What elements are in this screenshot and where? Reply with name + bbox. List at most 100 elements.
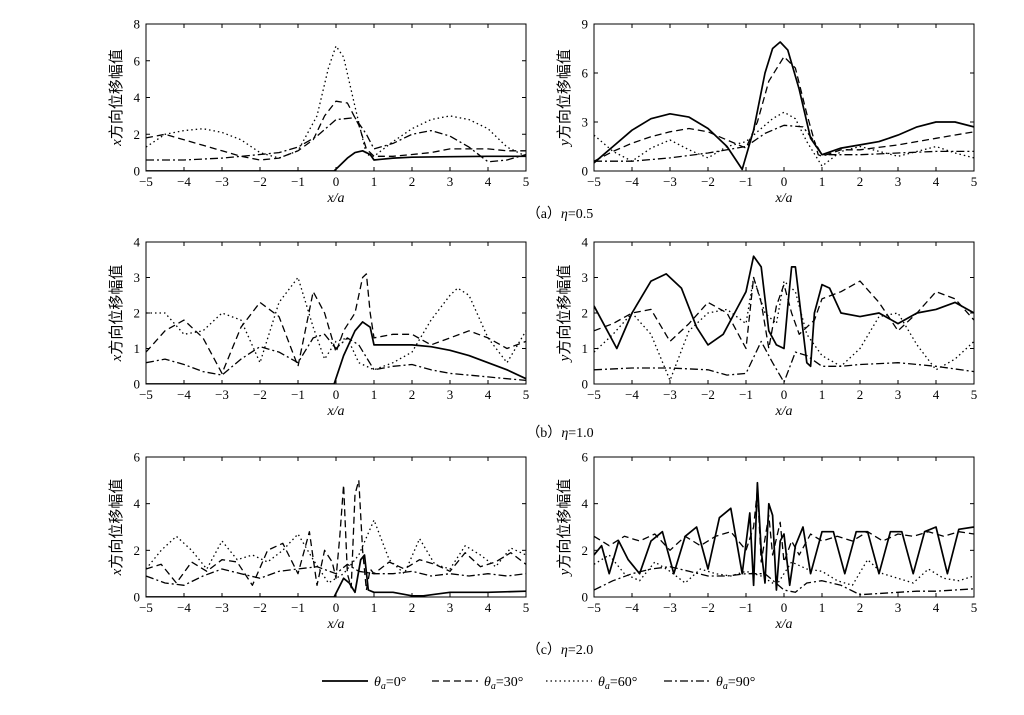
y-tick-label: 2: [134, 543, 141, 558]
series-line-dashed: [594, 56, 974, 162]
x-tick-label: 3: [895, 387, 902, 402]
y-tick-label: 4: [582, 496, 589, 511]
x-axis-label: x/a: [326, 404, 344, 419]
chart-panel-a-left: −5 −4 −3 −2 −1 0 1 2 3 4 5 0 2 4 6 8 x/a x方向位移幅值: [108, 17, 529, 207]
x-tick-label: 4: [933, 387, 940, 402]
y-tick-label: 9: [582, 17, 589, 32]
x-tick-label: −5: [587, 387, 601, 402]
plot-frame: [145, 241, 527, 385]
series-line-dashed: [594, 276, 974, 350]
x-tick-label: −3: [663, 174, 677, 189]
x-axis-label: x/a: [326, 191, 344, 206]
x-tick-label: 4: [933, 600, 940, 615]
y-tick-label: 3: [582, 115, 589, 130]
legend-label: θa=60°: [598, 675, 637, 692]
x-axis-label: x/a: [326, 617, 344, 632]
x-tick-label: 5: [971, 174, 978, 189]
x-tick-label: 3: [895, 600, 902, 615]
series-line-dotted: [146, 276, 526, 371]
series-line-solid: [146, 149, 526, 171]
x-tick-label: −3: [215, 600, 229, 615]
panel-caption: （c）η=2.0: [527, 642, 594, 658]
x-tick-label: −4: [177, 174, 191, 189]
x-tick-label: 2: [857, 600, 864, 615]
y-tick-label: 4: [134, 90, 141, 105]
x-tick-label: −1: [739, 387, 753, 402]
x-tick-label: −2: [253, 174, 267, 189]
chart-panel-b-right: −5 −4 −3 −2 −1 0 1 2 3 4 5 0 1 2 3 4 x/a y方向位移幅值: [556, 235, 977, 420]
x-tick-label: 1: [819, 174, 826, 189]
series-line-dashdot: [594, 124, 974, 162]
y-tick-label: 0: [582, 164, 589, 179]
legend: θa=0° θa=30° θa=60° θa=90°: [322, 675, 755, 692]
y-tick-label: 2: [582, 306, 589, 321]
y-tick-label: 2: [582, 543, 589, 558]
panel-caption: （a）η=0.5: [527, 206, 594, 222]
x-tick-label: −2: [701, 387, 715, 402]
y-axis-label: x方向位移幅值: [108, 479, 125, 577]
x-tick-label: −5: [587, 174, 601, 189]
x-tick-label: 2: [409, 174, 416, 189]
x-tick-label: −3: [215, 174, 229, 189]
y-tick-label: 0: [134, 377, 141, 392]
y-tick-label: 4: [134, 496, 141, 511]
x-tick-label: −2: [253, 600, 267, 615]
x-axis-label: x/a: [774, 617, 792, 632]
chart-panel-c-left: −5 −4 −3 −2 −1 0 1 2 3 4 5 0 2 4 6 x/a x方向位移幅值: [108, 450, 529, 633]
series-line-dotted: [594, 111, 974, 167]
x-tick-label: 0: [781, 387, 788, 402]
y-axis-label: y方向位移幅值: [556, 479, 573, 578]
x-tick-label: −5: [587, 600, 601, 615]
chart-panel-b-left: −5 −4 −3 −2 −1 0 1 2 3 4 5 0 1 2 3 4 x/a x方向位移幅值: [108, 235, 529, 420]
series-line-dashed: [146, 273, 526, 375]
x-tick-label: −2: [701, 600, 715, 615]
x-tick-label: 2: [857, 174, 864, 189]
y-tick-label: 6: [134, 53, 141, 68]
x-tick-label: 3: [447, 600, 454, 615]
panel-caption: （b）η=1.0: [526, 425, 593, 441]
series-line-dashdot: [594, 566, 974, 596]
x-tick-label: 3: [447, 387, 454, 402]
x-tick-label: 1: [819, 387, 826, 402]
series-line-solid: [594, 41, 974, 171]
y-tick-label: 0: [134, 590, 141, 605]
x-tick-label: 2: [857, 387, 864, 402]
x-tick-label: 5: [971, 387, 978, 402]
x-tick-label: 2: [409, 600, 416, 615]
x-tick-label: 5: [523, 174, 530, 189]
x-tick-label: 0: [333, 387, 340, 402]
x-tick-label: 0: [333, 600, 340, 615]
x-tick-label: 4: [485, 600, 492, 615]
x-tick-label: −4: [625, 387, 639, 402]
x-tick-label: −3: [215, 387, 229, 402]
y-tick-label: 8: [134, 17, 141, 32]
y-axis-label: x方向位移幅值: [108, 49, 125, 147]
series-line-dashed: [594, 489, 974, 563]
x-tick-label: −4: [625, 174, 639, 189]
y-tick-label: 4: [582, 235, 589, 250]
series-line-dotted: [594, 554, 974, 586]
y-tick-label: 6: [134, 450, 141, 465]
series-line-dotted: [146, 519, 526, 584]
x-tick-label: 0: [781, 600, 788, 615]
series-line-dashdot: [146, 333, 526, 382]
legend-label: θa=90°: [716, 675, 755, 692]
y-tick-label: 2: [134, 306, 141, 321]
y-axis-label: y方向位移幅值: [556, 265, 573, 364]
series-line-solid: [594, 481, 974, 591]
legend-label: θa=30°: [484, 675, 523, 692]
x-axis-label: x/a: [774, 404, 792, 419]
x-tick-label: −1: [739, 600, 753, 615]
x-tick-label: 1: [371, 387, 378, 402]
y-tick-label: 4: [134, 235, 141, 250]
x-axis-label: x/a: [774, 191, 792, 206]
series-line-dotted: [146, 45, 526, 159]
x-tick-label: −5: [139, 174, 153, 189]
x-tick-label: −3: [663, 387, 677, 402]
legend-label: θa=0°: [374, 675, 406, 692]
series-line-dashed: [146, 100, 526, 161]
y-tick-label: 0: [134, 164, 141, 179]
y-axis-label: x方向位移幅值: [108, 265, 125, 363]
